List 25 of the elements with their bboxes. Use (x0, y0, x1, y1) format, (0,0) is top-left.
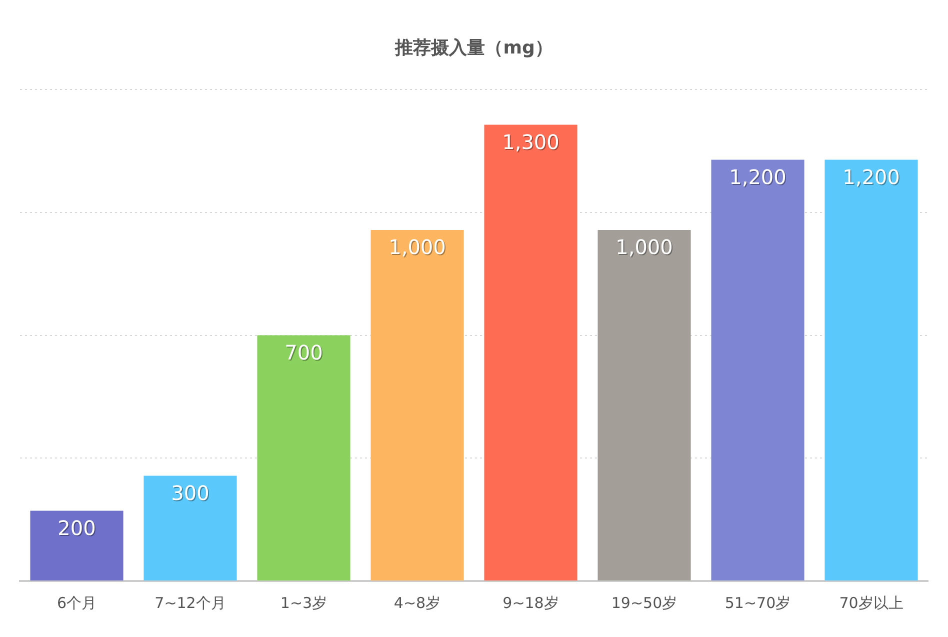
data-label: 1,200 (729, 165, 786, 190)
bar (257, 335, 350, 580)
bar (144, 476, 237, 580)
data-label: 300 (171, 480, 210, 505)
data-label: 200 (58, 516, 96, 540)
bar (484, 124, 578, 580)
chart-title: 推荐摄入量（mg） (394, 37, 553, 58)
data-label: 1,300 (502, 130, 560, 154)
data-label: 1,200 (842, 165, 900, 190)
x-tick-label: 6个月 (56, 594, 97, 612)
bar (711, 160, 804, 580)
x-tick-label: 51~70岁 (724, 594, 791, 612)
data-label: 1,000 (388, 235, 446, 260)
data-label: 700 (284, 340, 323, 365)
x-tick-label: 19~50岁 (611, 594, 678, 612)
x-tick-label: 1~3岁 (280, 594, 328, 612)
bar (30, 510, 124, 580)
bar (824, 160, 918, 580)
bar (598, 230, 691, 580)
x-tick-label: 4~8岁 (394, 594, 441, 612)
x-tick-label: 70岁以上 (839, 594, 904, 612)
data-label: 1,000 (616, 235, 673, 260)
x-tick-label: 9~18岁 (502, 594, 559, 612)
x-tick-label: 7~12个月 (154, 594, 226, 612)
bar (370, 230, 464, 580)
